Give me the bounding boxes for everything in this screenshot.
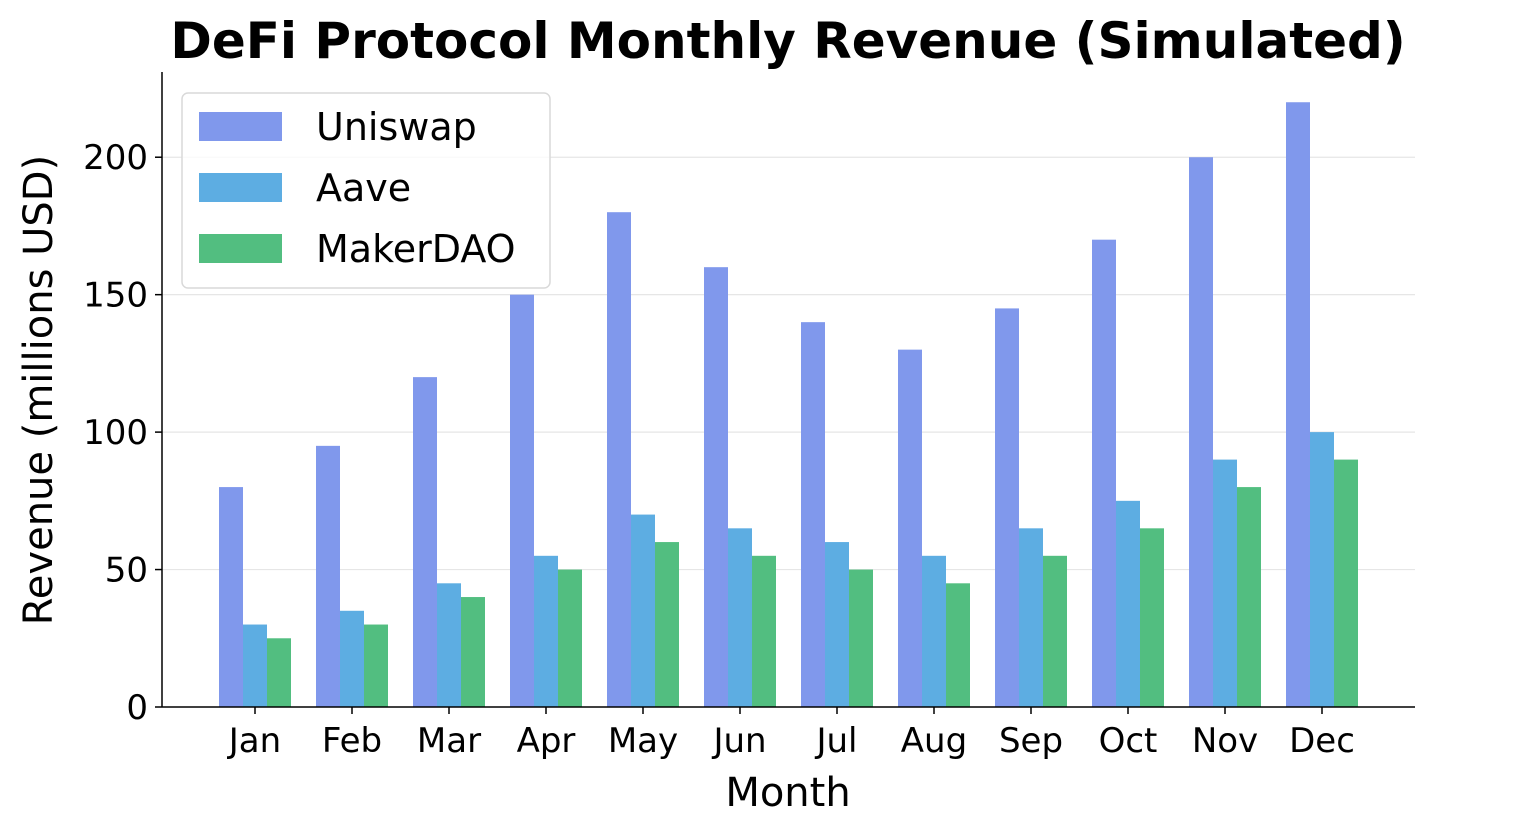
bar-uniswap-nov (1189, 157, 1213, 708)
x-tick-label: Feb (322, 721, 382, 761)
bar-uniswap-feb (316, 445, 340, 707)
bar-uniswap-dec (1286, 102, 1310, 707)
bar-makerdao-may (655, 542, 679, 707)
bar-makerdao-jul (849, 569, 873, 707)
bar-aave-dec (1310, 432, 1334, 707)
y-tick-label: 150 (83, 276, 148, 316)
bar-aave-apr (534, 555, 558, 707)
bar-makerdao-sep (1043, 555, 1067, 707)
y-tick-label: 100 (83, 413, 148, 453)
x-tick-label: Mar (417, 721, 481, 761)
x-tick-label: Aug (901, 721, 967, 761)
y-tick-label: 50 (105, 551, 148, 591)
bars (219, 102, 1358, 708)
chart-title: DeFi Protocol Monthly Revenue (Simulated… (170, 12, 1405, 70)
legend-swatch-aave (199, 173, 282, 202)
legend-label-aave: Aave (316, 166, 411, 210)
x-tick-label: Dec (1289, 721, 1355, 761)
bar-aave-sep (1019, 528, 1043, 707)
x-tick-label: Jan (227, 721, 281, 761)
bar-aave-oct (1116, 500, 1140, 707)
bar-aave-nov (1213, 459, 1237, 707)
bar-uniswap-mar (413, 377, 437, 707)
bar-makerdao-oct (1140, 528, 1164, 707)
legend-label-uniswap: Uniswap (316, 105, 477, 149)
x-ticks: Jan Feb Mar Apr May Jun Jul Aug Sep Oct Nov Dec (227, 707, 1355, 761)
bar-makerdao-nov (1237, 487, 1261, 707)
bar-makerdao-mar (461, 597, 485, 707)
bar-uniswap-may (607, 212, 631, 707)
y-ticks: 0 50 100 150 200 (83, 138, 162, 728)
bar-makerdao-aug (946, 583, 970, 707)
legend-label-makerdao: MakerDAO (316, 227, 516, 271)
legend-swatch-makerdao (199, 234, 282, 263)
bar-aave-may (631, 514, 655, 707)
x-tick-label: Oct (1099, 721, 1158, 761)
bar-aave-jan (243, 624, 267, 707)
y-axis-label: Revenue (millions USD) (16, 155, 62, 625)
bar-aave-feb (340, 610, 364, 707)
bar-uniswap-aug (898, 349, 922, 707)
x-tick-label: Jul (814, 721, 857, 761)
bar-aave-mar (437, 583, 461, 707)
legend: Uniswap Aave MakerDAO (181, 92, 551, 289)
x-tick-label: Jun (711, 721, 766, 761)
bar-uniswap-jun (704, 267, 728, 707)
bar-uniswap-sep (995, 308, 1019, 707)
bar-aave-aug (922, 555, 946, 707)
bar-makerdao-apr (558, 569, 582, 707)
bar-makerdao-jan (267, 638, 291, 707)
y-tick-label: 0 (126, 688, 148, 728)
x-tick-label: Nov (1192, 721, 1258, 761)
bar-aave-jun (728, 528, 752, 707)
x-tick-label: Sep (999, 721, 1063, 761)
bar-makerdao-jun (752, 555, 776, 707)
bar-makerdao-feb (364, 624, 388, 707)
bar-uniswap-apr (510, 294, 534, 707)
y-tick-label: 200 (83, 138, 148, 178)
bar-uniswap-jul (801, 322, 825, 707)
legend-swatch-uniswap (199, 112, 282, 141)
bar-uniswap-oct (1092, 239, 1116, 708)
x-tick-label: May (608, 721, 678, 761)
bar-uniswap-jan (219, 487, 243, 707)
bar-aave-jul (825, 542, 849, 707)
bar-makerdao-dec (1334, 459, 1358, 707)
x-tick-label: Apr (517, 721, 576, 761)
x-axis-label: Month (725, 770, 850, 816)
